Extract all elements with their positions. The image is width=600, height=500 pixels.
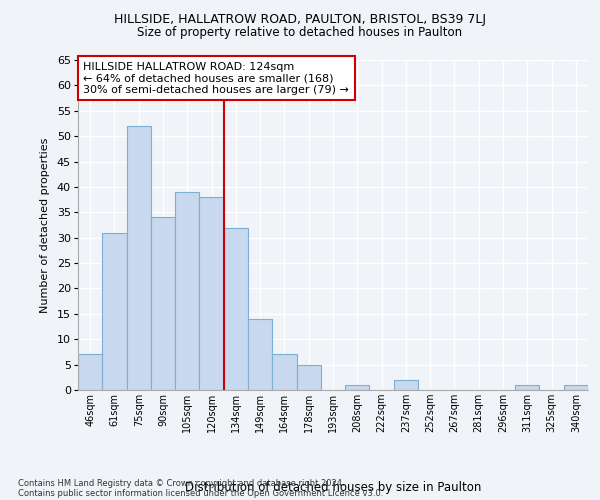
Bar [224, 228, 248, 390]
Text: HILLSIDE HALLATROW ROAD: 124sqm
← 64% of detached houses are smaller (168)
30% o: HILLSIDE HALLATROW ROAD: 124sqm ← 64% of… [83, 62, 349, 95]
Bar [515, 385, 539, 390]
Bar [127, 126, 151, 390]
Bar [272, 354, 296, 390]
Bar [248, 319, 272, 390]
Bar [199, 197, 224, 390]
Text: Size of property relative to detached houses in Paulton: Size of property relative to detached ho… [137, 26, 463, 39]
Bar [102, 232, 127, 390]
Bar [151, 218, 175, 390]
Text: HILLSIDE, HALLATROW ROAD, PAULTON, BRISTOL, BS39 7LJ: HILLSIDE, HALLATROW ROAD, PAULTON, BRIST… [114, 12, 486, 26]
Text: Contains HM Land Registry data © Crown copyright and database right 2024.: Contains HM Land Registry data © Crown c… [18, 478, 344, 488]
Bar [78, 354, 102, 390]
Bar [296, 364, 321, 390]
Y-axis label: Number of detached properties: Number of detached properties [40, 138, 50, 312]
Bar [175, 192, 199, 390]
Text: Contains public sector information licensed under the Open Government Licence v3: Contains public sector information licen… [18, 488, 383, 498]
Bar [394, 380, 418, 390]
Bar [564, 385, 588, 390]
Bar [345, 385, 370, 390]
X-axis label: Distribution of detached houses by size in Paulton: Distribution of detached houses by size … [185, 481, 481, 494]
